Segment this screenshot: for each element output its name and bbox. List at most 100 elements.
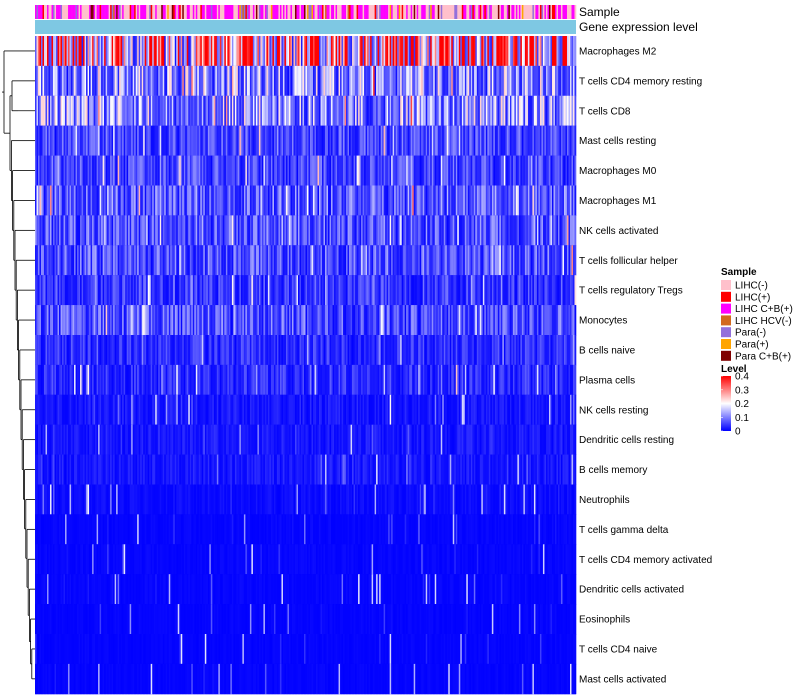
heatmap-cell (412, 155, 414, 186)
sample-annotation-cell (395, 5, 398, 19)
heatmap-cell (258, 335, 261, 366)
heatmap-cell (299, 65, 302, 97)
heatmap-cell (307, 335, 309, 366)
heatmap-cell (302, 335, 305, 366)
heatmap-cell (350, 215, 353, 246)
heatmap-cell (512, 275, 515, 306)
heatmap-cell (260, 215, 263, 246)
heatmap-cell (213, 335, 216, 366)
heatmap-cell (320, 95, 323, 127)
heatmap-cell (129, 65, 132, 97)
heatmap-cell (113, 364, 115, 396)
heatmap-cell (550, 36, 553, 67)
heatmap-cell (451, 65, 454, 97)
heatmap-cell (568, 125, 571, 156)
heatmap-cell (54, 245, 57, 276)
heatmap-cell (170, 36, 173, 67)
heatmap-cell (53, 305, 55, 336)
heatmap-cell (568, 215, 571, 246)
sample-annotation-cell (503, 5, 506, 19)
heatmap-cell (170, 394, 173, 426)
heatmap-cell (114, 185, 117, 216)
heatmap-cell (216, 185, 219, 216)
heatmap-cell (143, 65, 145, 97)
heatmap-cell (258, 36, 261, 67)
heatmap-cell (335, 125, 338, 156)
heatmap-cell (310, 185, 312, 216)
heatmap-cell (341, 65, 344, 97)
heatmap-cell (120, 305, 123, 336)
heatmap-cell (92, 215, 94, 246)
sample-annotation-cell (544, 5, 547, 19)
heatmap-cell (179, 364, 182, 396)
heatmap-cell (518, 364, 521, 396)
heatmap-cell (371, 95, 374, 127)
heatmap-cell (140, 95, 142, 127)
heatmap-cell (108, 394, 111, 426)
heatmap-cell (222, 185, 225, 216)
heatmap-cell (201, 245, 204, 276)
heatmap-cell (150, 95, 153, 127)
heatmap-cell (101, 364, 103, 396)
heatmap-cell (221, 185, 224, 216)
heatmap-cell (98, 245, 100, 276)
heatmap-cell (445, 125, 448, 156)
heatmap-cell (225, 305, 228, 336)
heatmap-cell (449, 125, 452, 156)
heatmap-cell (563, 245, 566, 276)
heatmap-cell (547, 364, 550, 396)
heatmap-cell (493, 185, 496, 216)
sample-annotation-cell (147, 5, 150, 19)
heatmap-cell (132, 335, 135, 366)
heatmap-cell (243, 364, 246, 396)
heatmap-cell (521, 335, 524, 366)
heatmap-cell (192, 155, 195, 186)
heatmap-cell (553, 245, 556, 276)
heatmap-cell (234, 245, 237, 276)
heatmap-cell (107, 125, 109, 156)
heatmap-cell (75, 65, 78, 97)
sample-annotation-cell (302, 5, 305, 19)
heatmap-cell (452, 125, 455, 156)
heatmap-cell (84, 335, 87, 366)
heatmap-cell (302, 305, 305, 336)
heatmap-cell (236, 36, 239, 67)
heatmap-cell (104, 95, 106, 127)
heatmap-cell (99, 275, 102, 306)
heatmap-cell (194, 155, 197, 186)
heatmap-cell (458, 245, 461, 276)
sample-annotation-cell (545, 5, 548, 19)
heatmap-cell (195, 394, 198, 426)
heatmap-cell (41, 65, 43, 97)
heatmap-cell (536, 335, 539, 366)
heatmap-cell (291, 65, 294, 97)
heatmap-cell (296, 185, 299, 216)
heatmap-cell (365, 36, 368, 67)
heatmap-cell (44, 275, 46, 306)
sample-annotation-cell (485, 5, 488, 19)
heatmap-cell (545, 36, 548, 67)
heatmap-cell (230, 95, 233, 127)
heatmap-cell (347, 245, 350, 276)
heatmap-cell (428, 125, 431, 156)
heatmap-cell (56, 305, 58, 336)
heatmap-cell (236, 364, 239, 396)
heatmap-cell (458, 65, 461, 97)
heatmap-cell (463, 65, 466, 97)
heatmap-cell (526, 125, 529, 156)
heatmap-cell (65, 394, 67, 426)
heatmap-cell (273, 394, 276, 426)
sample-annotation-cell (251, 5, 254, 19)
heatmap-cell (499, 245, 502, 276)
heatmap-cell (355, 275, 357, 306)
heatmap-cell (403, 95, 405, 127)
heatmap-cell (281, 215, 284, 246)
heatmap-cell (469, 36, 472, 67)
heatmap-cell (370, 36, 372, 67)
heatmap-cell (533, 95, 536, 127)
heatmap-cell (216, 215, 219, 246)
heatmap-cell (374, 245, 377, 276)
heatmap-cell (536, 275, 539, 306)
heatmap-cell (231, 215, 234, 246)
heatmap-cell (99, 65, 102, 97)
